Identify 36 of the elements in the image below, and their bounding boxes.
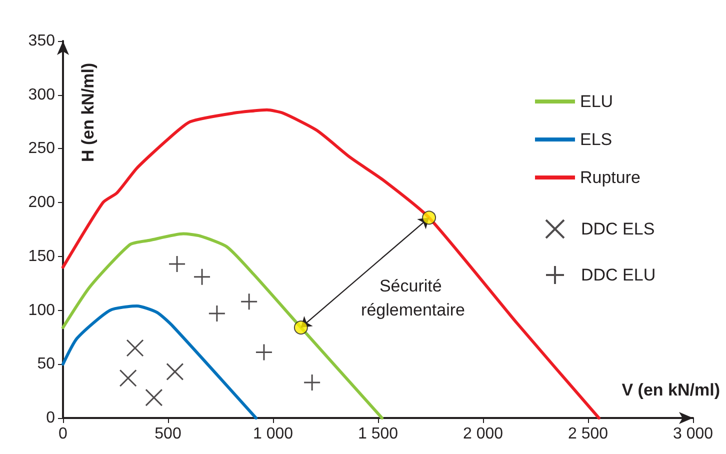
legend-label: ELS — [580, 130, 612, 149]
y-tick-label: 150 — [28, 248, 56, 265]
x-tick-label: 1 500 — [358, 426, 398, 442]
point — [294, 320, 308, 335]
x-tick-label: 2 000 — [462, 426, 504, 442]
legend-label: Rupture — [580, 168, 640, 187]
point — [166, 362, 184, 380]
point — [208, 304, 226, 322]
legend-label: DDC ELU — [581, 266, 656, 284]
point — [126, 339, 144, 357]
point — [422, 210, 436, 225]
x-tick-label: 3 000 — [672, 426, 714, 442]
point — [303, 374, 321, 392]
x-tick-label: 0 — [58, 426, 68, 442]
y-tick-label: 250 — [28, 140, 56, 158]
point — [119, 369, 137, 387]
x-tick-label: 1 000 — [252, 426, 294, 442]
y-tick-label: 200 — [28, 194, 56, 212]
point — [255, 344, 273, 362]
x-tick-label: 500 — [154, 426, 182, 442]
y-tick-label: 350 — [28, 32, 56, 50]
y-tick-label: 100 — [28, 302, 56, 319]
y-tick-label: 0 — [46, 410, 56, 426]
point — [240, 292, 258, 310]
y-tick-label: 300 — [28, 86, 56, 104]
x-axis-title: V (en kN/ml) — [622, 380, 720, 400]
point — [145, 388, 163, 406]
point — [193, 268, 211, 286]
legend-label: ELU — [580, 92, 614, 111]
legend-label: DDC ELS — [581, 220, 655, 238]
point — [168, 255, 186, 273]
line-series — [62, 304, 258, 420]
y-axis-title: H (en kN/ml) — [78, 62, 98, 162]
x-tick-label: 2 500 — [568, 426, 608, 442]
y-tick-label: 50 — [37, 356, 56, 373]
annotation: Sécurité réglementaire — [361, 276, 465, 320]
